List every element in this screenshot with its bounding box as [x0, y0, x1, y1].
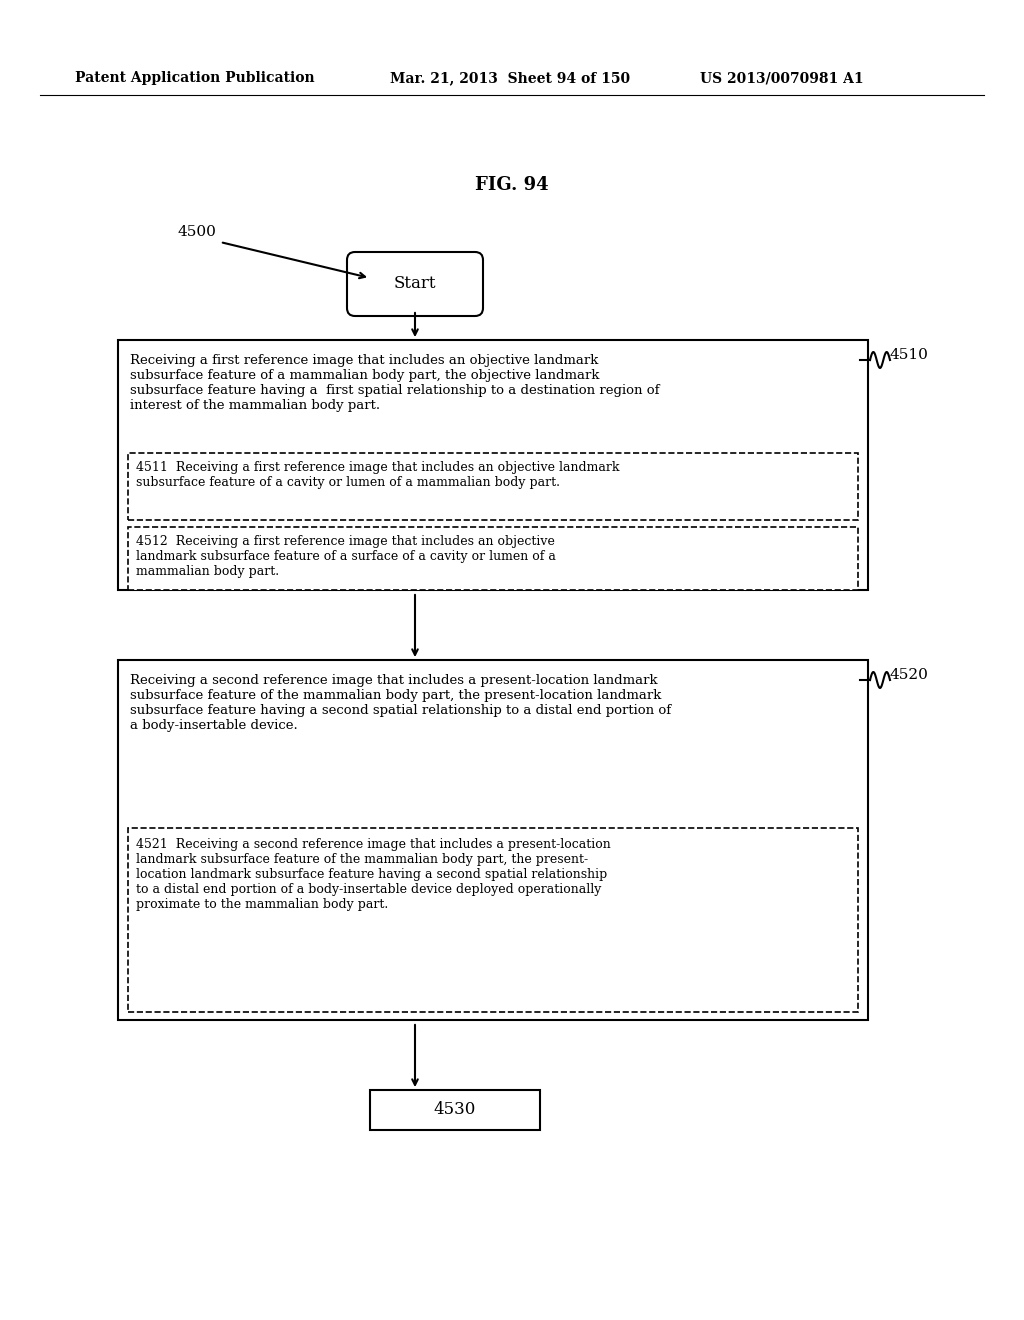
- Bar: [128, 527, 858, 590]
- Text: 4520: 4520: [890, 668, 929, 682]
- Text: Mar. 21, 2013  Sheet 94 of 150: Mar. 21, 2013 Sheet 94 of 150: [390, 71, 630, 84]
- Bar: [370, 1090, 540, 1130]
- Text: Start: Start: [394, 276, 436, 293]
- Text: Receiving a first reference image that includes an objective landmark
subsurface: Receiving a first reference image that i…: [130, 354, 659, 412]
- Bar: [118, 341, 868, 590]
- Bar: [128, 828, 858, 1012]
- Text: 4521  Receiving a second reference image that includes a present-location
landma: 4521 Receiving a second reference image …: [136, 838, 610, 911]
- Bar: [128, 453, 858, 520]
- Text: 4512  Receiving a first reference image that includes an objective
landmark subs: 4512 Receiving a first reference image t…: [136, 535, 556, 578]
- Text: Patent Application Publication: Patent Application Publication: [75, 71, 314, 84]
- Bar: [118, 660, 868, 1020]
- Text: US 2013/0070981 A1: US 2013/0070981 A1: [700, 71, 863, 84]
- FancyBboxPatch shape: [347, 252, 483, 315]
- Text: 4530: 4530: [434, 1101, 476, 1118]
- Text: 4511  Receiving a first reference image that includes an objective landmark
subs: 4511 Receiving a first reference image t…: [136, 461, 620, 488]
- Text: Receiving a second reference image that includes a present-location landmark
sub: Receiving a second reference image that …: [130, 675, 671, 733]
- Text: FIG. 94: FIG. 94: [475, 176, 549, 194]
- Text: 4500: 4500: [178, 224, 217, 239]
- Text: 4510: 4510: [890, 348, 929, 362]
